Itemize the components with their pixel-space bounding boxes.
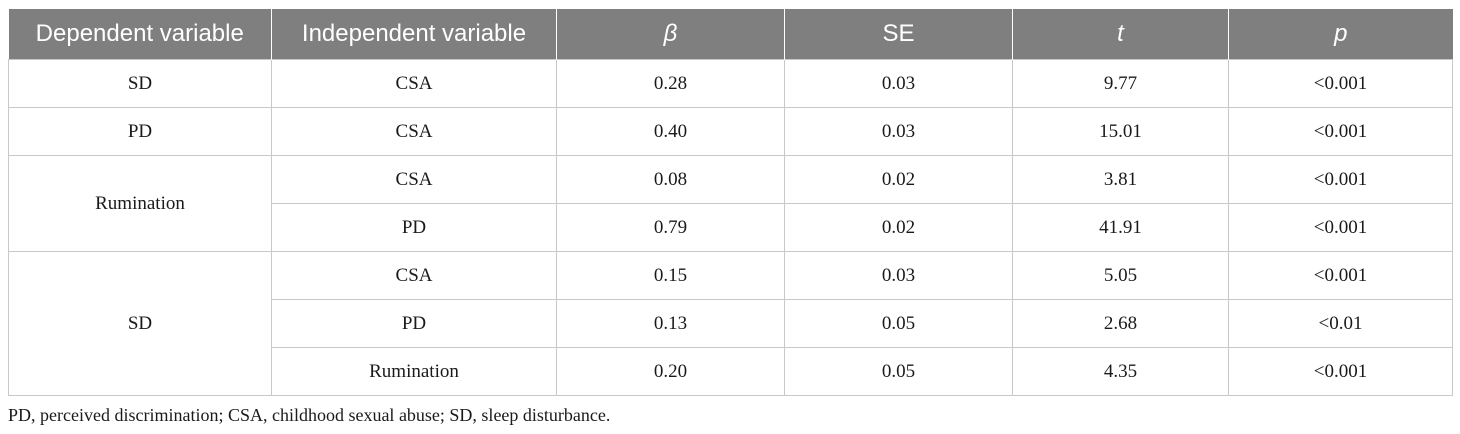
- table-row: PD CSA 0.40 0.03 15.01 <0.001: [8, 107, 1453, 156]
- independent-variable-cell: PD: [271, 299, 557, 348]
- t-cell: 15.01: [1012, 107, 1229, 156]
- table-row: Rumination CSA 0.08 0.02 3.81 <0.001: [8, 155, 1453, 252]
- p-cell: <0.001: [1228, 59, 1453, 108]
- regression-table: Dependent variable Independent variable …: [8, 9, 1453, 396]
- header-p: p: [1228, 9, 1453, 60]
- beta-cell: 0.08: [556, 155, 785, 204]
- table-footnote: PD, perceived discrimination; CSA, child…: [8, 405, 611, 425]
- beta-cell: 0.15: [556, 251, 785, 300]
- se-cell: 0.03: [784, 251, 1013, 300]
- p-cell: <0.01: [1228, 299, 1453, 348]
- p-cell: <0.001: [1228, 347, 1453, 396]
- t-cell: 5.05: [1012, 251, 1229, 300]
- p-cell: <0.001: [1228, 155, 1453, 204]
- independent-variable-cell: Rumination: [271, 347, 557, 396]
- p-cell: <0.001: [1228, 203, 1453, 252]
- p-cell: <0.001: [1228, 107, 1453, 156]
- beta-cell: 0.79: [556, 203, 785, 252]
- independent-variable-cell: CSA: [271, 155, 557, 204]
- regression-table-container: Dependent variable Independent variable …: [8, 9, 1453, 396]
- t-cell: 4.35: [1012, 347, 1229, 396]
- table-row: PD 0.13 0.05 2.68 <0.01: [9, 299, 1453, 348]
- dependent-variable-cell: Rumination: [8, 155, 272, 252]
- dependent-variable-cell: SD: [8, 251, 272, 396]
- header-dependent-variable: Dependent variable: [8, 9, 272, 60]
- beta-cell: 0.20: [556, 347, 785, 396]
- t-cell: 9.77: [1012, 59, 1229, 108]
- se-cell: 0.05: [784, 347, 1013, 396]
- table-row: SD CSA 0.15 0.03 5.05 <0.001: [8, 251, 1453, 396]
- t-cell: 3.81: [1012, 155, 1229, 204]
- dependent-variable-cell: PD: [8, 107, 272, 156]
- beta-cell: 0.28: [556, 59, 785, 108]
- header-beta: β: [556, 9, 785, 60]
- table-row: PD 0.79 0.02 41.91 <0.001: [9, 203, 1453, 252]
- se-cell: 0.05: [784, 299, 1013, 348]
- se-cell: 0.02: [784, 155, 1013, 204]
- independent-variable-cell: CSA: [271, 251, 557, 300]
- dependent-variable-cell: SD: [8, 59, 272, 108]
- se-cell: 0.02: [784, 203, 1013, 252]
- se-cell: 0.03: [784, 59, 1013, 108]
- table-row: SD CSA 0.28 0.03 9.77 <0.001: [8, 59, 1453, 108]
- beta-cell: 0.13: [556, 299, 785, 348]
- t-cell: 41.91: [1012, 203, 1229, 252]
- se-cell: 0.03: [784, 107, 1013, 156]
- header-row: Dependent variable Independent variable …: [8, 9, 1453, 60]
- header-se: SE: [784, 9, 1013, 60]
- independent-variable-cell: CSA: [271, 59, 557, 108]
- independent-variable-cell: CSA: [271, 107, 557, 156]
- independent-variable-cell: PD: [271, 203, 557, 252]
- beta-cell: 0.40: [556, 107, 785, 156]
- p-cell: <0.001: [1228, 251, 1453, 300]
- table-row: Rumination 0.20 0.05 4.35 <0.001: [9, 347, 1453, 396]
- t-cell: 2.68: [1012, 299, 1229, 348]
- header-t: t: [1012, 9, 1229, 60]
- header-independent-variable: Independent variable: [271, 9, 557, 60]
